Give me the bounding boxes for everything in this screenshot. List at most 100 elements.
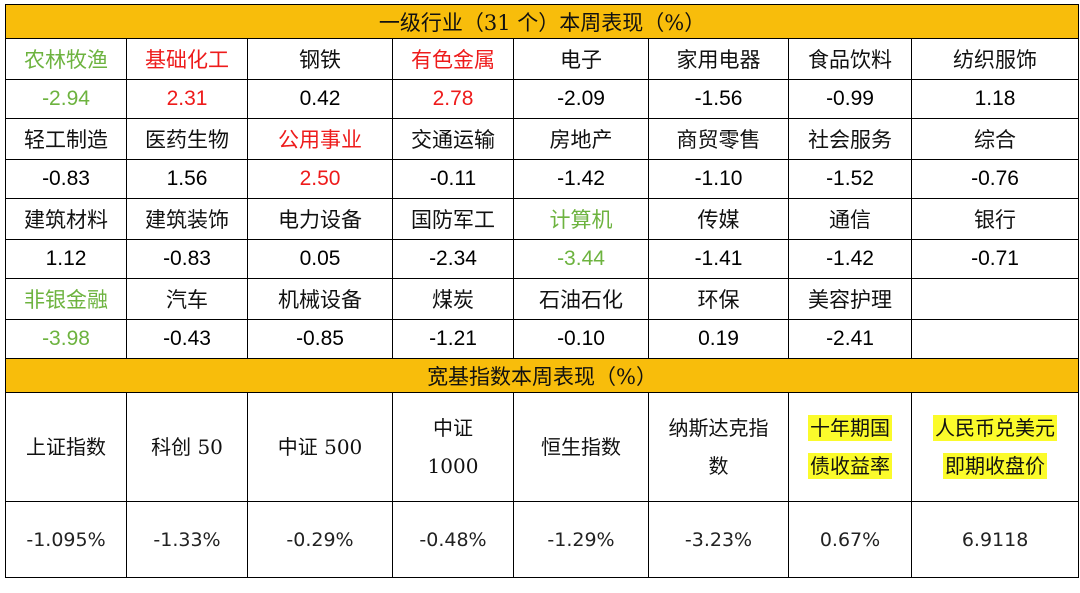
industry-value-cell: 2.50 [247, 159, 393, 199]
industry-name-cell: 传媒 [648, 198, 789, 240]
industry-value-cell: -0.76 [910, 159, 1080, 199]
industry-name-cell: 建筑装饰 [126, 198, 248, 240]
index-value-cell: -1.33% [126, 501, 248, 578]
industry-name-cell: 环保 [648, 278, 789, 320]
industry-name-cell: 纺织服饰 [910, 38, 1080, 80]
industry-name-cell: 轻工制造 [5, 118, 127, 160]
industry-name-cell: 社会服务 [788, 118, 912, 160]
industry-value-cell: 1.18 [910, 79, 1080, 119]
industry-name-cell: 交通运输 [392, 118, 514, 160]
index-name-cell: 上证指数 [5, 392, 127, 502]
index-name-line: 数 [650, 447, 788, 485]
index-name-cell: 科创 50 [126, 392, 248, 502]
index-value-cell: 0.67% [788, 501, 912, 578]
index-name-line: 中证 500 [249, 428, 392, 466]
industry-value-cell: -2.94 [5, 79, 127, 119]
index-header: 宽基指数本周表现（%） [4, 358, 1080, 393]
industry-name-cell: 医药生物 [126, 118, 248, 160]
industry-value-cell: -0.83 [126, 239, 248, 279]
industry-name-cell: 国防军工 [392, 198, 514, 240]
industry-value-cell: -1.52 [788, 159, 912, 199]
industry-value-cell: -0.85 [247, 319, 393, 359]
industry-value-cell: 2.78 [392, 79, 514, 119]
industry-name-cell: 非银金融 [5, 278, 127, 320]
industry-name-cell: 基础化工 [126, 38, 248, 80]
industry-value-row: -3.98 -0.43 -0.85 -1.21 -0.10 0.19 -2.41 [5, 319, 1080, 359]
industry-value-row: 1.12 -0.83 0.05 -2.34 -3.44 -1.41 -1.42 -0.71 [5, 239, 1080, 279]
industry-name-cell: 综合 [910, 118, 1080, 160]
industry-value-cell: -1.41 [648, 239, 789, 279]
index-name-line: 人民币兑美元 [913, 409, 1078, 447]
industry-header-row: 一级行业（31 个）本周表现（%） [4, 4, 1080, 39]
industry-value-cell: -1.10 [648, 159, 789, 199]
industry-value-cell: -0.10 [513, 319, 649, 359]
performance-table: 一级行业（31 个）本周表现（%） 农林牧渔 基础化工 钢铁 有色金属 电子 家用电器 食品… [4, 4, 1080, 578]
industry-value-cell: -0.83 [5, 159, 127, 199]
industry-name-cell: 通信 [788, 198, 912, 240]
index-name-line: 中证 [394, 409, 513, 447]
industry-name-cell: 煤炭 [392, 278, 514, 320]
index-name-line: 科创 50 [128, 428, 247, 466]
industry-value-cell: -0.43 [126, 319, 248, 359]
index-name-text: 人民币兑美元 [933, 415, 1058, 441]
index-name-cell: 人民币兑美元 即期收盘价 [910, 392, 1080, 502]
index-name-text: 恒生指数 [541, 435, 621, 459]
index-name-text: 数 [708, 454, 729, 478]
industry-value-cell: 1.56 [126, 159, 248, 199]
index-name-text: 纳斯达克指 [668, 416, 769, 440]
index-name-cell: 十年期国 债收益率 [788, 392, 912, 502]
index-name-text: 上证指数 [26, 435, 106, 459]
industry-name-cell: 商贸零售 [648, 118, 789, 160]
index-name-line: 上证指数 [7, 428, 126, 466]
industry-name-cell: 钢铁 [247, 38, 393, 80]
industry-value-cell: -0.99 [788, 79, 912, 119]
index-name-cell: 中证 500 [247, 392, 393, 502]
industry-value-cell: -0.71 [910, 239, 1080, 279]
industry-value-cell: -0.11 [392, 159, 514, 199]
industry-name-cell: 建筑材料 [5, 198, 127, 240]
index-value-cell: -3.23% [648, 501, 789, 578]
index-name-line: 恒生指数 [515, 428, 648, 466]
industry-name-cell: 农林牧渔 [5, 38, 127, 80]
index-name-cell: 纳斯达克指数 [648, 392, 789, 502]
industry-name-cell [910, 278, 1080, 320]
industry-value-cell: 1.12 [5, 239, 127, 279]
industry-name-cell: 计算机 [513, 198, 649, 240]
index-name-line: 十年期国 [790, 409, 911, 447]
industry-value-cell: -3.98 [5, 319, 127, 359]
industry-name-cell: 石油石化 [513, 278, 649, 320]
industry-name-row: 农林牧渔 基础化工 钢铁 有色金属 电子 家用电器 食品饮料 纺织服饰 [5, 38, 1080, 80]
index-name-text: 中证 [433, 416, 473, 440]
industry-name-cell: 美容护理 [788, 278, 912, 320]
industry-name-cell: 银行 [910, 198, 1080, 240]
industry-value-cell: -2.09 [513, 79, 649, 119]
industry-name-cell: 房地产 [513, 118, 649, 160]
index-name-text: 科创 50 [151, 435, 223, 459]
industry-value-cell: -1.56 [648, 79, 789, 119]
industry-value-cell: 0.42 [247, 79, 393, 119]
index-name-text: 十年期国 [808, 415, 892, 441]
index-value-cell: -1.29% [513, 501, 649, 578]
index-value-cell: 6.9118 [910, 501, 1080, 578]
index-name-text: 1000 [427, 454, 479, 478]
industry-value-cell: -1.42 [513, 159, 649, 199]
industry-value-cell: -1.21 [392, 319, 514, 359]
index-name-line: 债收益率 [790, 447, 911, 485]
index-name-line: 即期收盘价 [913, 447, 1078, 485]
index-name-text: 即期收盘价 [943, 453, 1048, 479]
industry-name-row: 建筑材料 建筑装饰 电力设备 国防军工 计算机 传媒 通信 银行 [5, 198, 1080, 240]
index-header-row: 宽基指数本周表现（%） [4, 358, 1080, 393]
industry-value-cell: -2.41 [788, 319, 912, 359]
industry-name-cell: 公用事业 [247, 118, 393, 160]
industry-name-cell: 有色金属 [392, 38, 514, 80]
index-name-cell: 中证 1000 [392, 392, 514, 502]
industry-value-cell: 0.05 [247, 239, 393, 279]
index-name-text: 债收益率 [808, 453, 892, 479]
industry-name-cell: 电子 [513, 38, 649, 80]
industry-value-cell: -3.44 [513, 239, 649, 279]
industry-name-row: 非银金融 汽车 机械设备 煤炭 石油石化 环保 美容护理 [5, 278, 1080, 320]
index-value-cell: -0.48% [392, 501, 514, 578]
industry-value-row: -2.94 2.31 0.42 2.78 -2.09 -1.56 -0.99 1.18 [5, 79, 1080, 119]
industry-value-row: -0.83 1.56 2.50 -0.11 -1.42 -1.10 -1.52 -0.76 [5, 159, 1080, 199]
